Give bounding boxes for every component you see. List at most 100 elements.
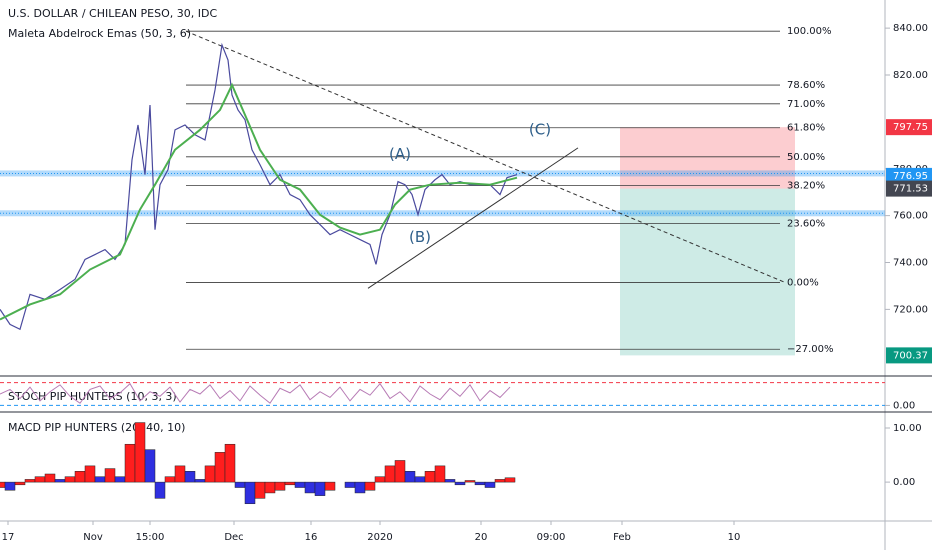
stoch-line xyxy=(0,382,511,404)
fib-label: 50.00% xyxy=(787,152,825,163)
macd-bar xyxy=(424,471,436,483)
macd-bar xyxy=(504,477,516,483)
macd-bar xyxy=(14,481,26,486)
macd-bar xyxy=(494,479,506,483)
y-tick-label: 0.00 xyxy=(893,477,915,488)
macd-bar xyxy=(234,481,246,488)
fib-label: 61.80% xyxy=(787,123,825,134)
macd-bar xyxy=(204,465,216,483)
macd-bar xyxy=(324,481,336,491)
x-tick-label: 09:00 xyxy=(537,532,566,543)
macd-bar xyxy=(0,481,6,488)
fib-label: 0.00% xyxy=(787,277,819,288)
macd-bar xyxy=(344,481,356,488)
price-badge-label: 776.95 xyxy=(893,171,928,182)
macd-bar xyxy=(34,476,46,483)
stop-zone xyxy=(620,127,795,189)
price-badge-label: 797.75 xyxy=(893,122,928,133)
macd-bar xyxy=(474,481,486,486)
x-tick-label: Nov xyxy=(83,532,103,543)
macd-bar xyxy=(44,473,56,483)
macd-bar xyxy=(124,443,136,483)
stoch-title: STOCH PIP HUNTERS (10, 3, 3) xyxy=(8,390,177,403)
macd-bar xyxy=(134,422,146,483)
indicator-legend: Maleta Abdelrock Emas (50, 3, 6) xyxy=(8,27,191,40)
chart-title: U.S. DOLLAR / CHILEAN PESO, 30, IDC xyxy=(8,7,217,20)
macd-bar xyxy=(144,449,156,483)
macd-bar xyxy=(484,481,496,488)
macd-bar xyxy=(264,481,276,494)
macd-bar xyxy=(304,481,316,494)
macd-bar xyxy=(384,465,396,483)
wave-label: (A) xyxy=(389,145,411,163)
macd-bar xyxy=(24,479,36,483)
macd-bar xyxy=(414,476,426,483)
macd-bar xyxy=(464,480,476,483)
macd-bar xyxy=(454,481,466,486)
macd-bar xyxy=(244,481,256,505)
macd-bar xyxy=(374,476,386,483)
macd-bar xyxy=(354,481,366,494)
macd-bar xyxy=(364,481,376,491)
x-tick-label: Feb xyxy=(613,532,631,543)
macd-bar xyxy=(4,481,16,491)
y-tick-label: 0.00 xyxy=(893,400,915,411)
macd-bar xyxy=(294,481,306,488)
macd-bar xyxy=(444,479,456,483)
support-band xyxy=(0,210,885,217)
macd-bar xyxy=(84,465,96,483)
support-band xyxy=(0,170,885,177)
macd-bar xyxy=(404,471,416,483)
macd-bar xyxy=(254,481,266,499)
fib-label: 38.20% xyxy=(787,181,825,192)
price-badge xyxy=(886,119,932,136)
macd-bar xyxy=(64,476,76,483)
y-tick-label: 820.00 xyxy=(893,70,928,81)
target-zone xyxy=(620,188,795,356)
macd-bar xyxy=(104,468,116,483)
macd-bar xyxy=(74,471,86,483)
y-tick-label: 760.00 xyxy=(893,211,928,222)
macd-bar xyxy=(434,465,446,483)
macd-bar xyxy=(194,479,206,483)
macd-title: MACD PIP HUNTERS (20, 40, 10) xyxy=(8,421,185,434)
x-tick-label: 2020 xyxy=(367,532,392,543)
price-badge xyxy=(886,167,932,184)
fib-label: 23.60% xyxy=(787,219,825,230)
x-tick-label: Dec xyxy=(224,532,243,543)
fib-label: 71.00% xyxy=(787,99,825,110)
macd-bar xyxy=(164,476,176,483)
ema-line xyxy=(0,82,518,321)
x-tick-label: 10 xyxy=(728,532,741,543)
x-tick-label: 15:00 xyxy=(136,532,165,543)
fib-label: −27.00% xyxy=(787,344,834,355)
y-tick-label: 840.00 xyxy=(893,23,928,34)
y-tick-label: 10.00 xyxy=(893,423,922,434)
price-badge-label: 771.53 xyxy=(893,184,928,195)
wave-label: (B) xyxy=(409,228,431,246)
macd-bar xyxy=(94,476,106,483)
price-badge xyxy=(886,180,932,197)
trend-line xyxy=(185,30,786,283)
y-tick-label: 720.00 xyxy=(893,304,928,315)
macd-bar xyxy=(224,443,236,483)
macd-bar xyxy=(54,479,66,483)
macd-bar xyxy=(154,481,166,499)
macd-bar xyxy=(114,476,126,483)
macd-bar xyxy=(394,460,406,483)
price-badge xyxy=(886,347,932,364)
macd-bar xyxy=(314,481,326,496)
fib-label: 78.60% xyxy=(787,80,825,91)
macd-bar xyxy=(214,452,226,483)
price-badge-label: 700.37 xyxy=(893,350,928,361)
x-tick-label: 17 xyxy=(2,532,15,543)
fib-label: 100.00% xyxy=(787,26,832,37)
x-tick-label: 16 xyxy=(305,532,318,543)
trend-line xyxy=(367,147,579,289)
macd-bar xyxy=(284,481,296,486)
macd-bar xyxy=(174,465,186,483)
wave-label: (C) xyxy=(529,120,551,138)
macd-bar xyxy=(184,471,196,483)
